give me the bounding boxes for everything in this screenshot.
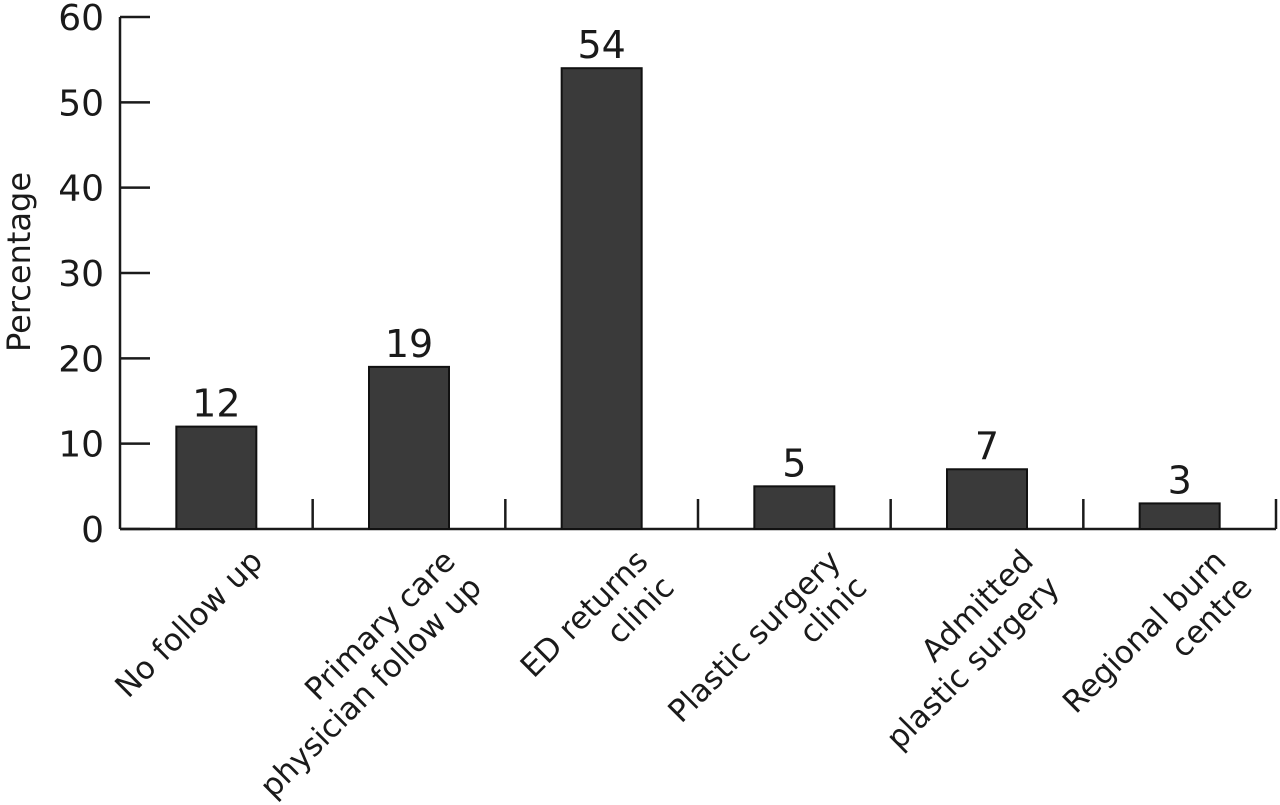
y-axis-ticks: 0 10 20 30 40 50 60 <box>58 0 150 551</box>
bars <box>175 67 1221 531</box>
y-tick-label-10: 10 <box>58 425 104 466</box>
category-label-5: Regional burncentre <box>1056 543 1259 746</box>
value-label-5: 3 <box>1168 458 1192 502</box>
y-tick-label-20: 20 <box>58 339 104 380</box>
y-tick-label-0: 0 <box>81 510 104 551</box>
value-label-4: 7 <box>975 424 999 468</box>
bar-4 <box>946 468 1028 530</box>
value-label-1: 19 <box>385 322 433 366</box>
category-label-0: No follow up <box>108 543 270 705</box>
category-label-3: Plastic surgeryclinic <box>661 543 874 756</box>
y-tick-label-60: 60 <box>58 0 104 39</box>
bar-3 <box>753 485 836 531</box>
value-label-2: 54 <box>577 23 625 67</box>
category-label-4: Admittedplastic surgery <box>853 543 1067 757</box>
category-label-2: ED returnsclinic <box>514 543 682 711</box>
y-tick-label-30: 30 <box>58 254 104 295</box>
value-label-0: 12 <box>192 382 240 426</box>
y-tick-label-40: 40 <box>58 169 104 210</box>
bar-2 <box>560 67 643 530</box>
bar-1 <box>368 365 450 530</box>
value-labels: 12 19 54 5 7 3 <box>192 23 1192 502</box>
y-tick-label-50: 50 <box>58 83 104 124</box>
category-label-line: No follow up <box>108 543 270 705</box>
category-label-line: physician follow up <box>253 569 489 805</box>
y-axis-label: Percentage <box>0 172 38 352</box>
category-labels: No follow up Primary carephysician follow… <box>108 543 1259 805</box>
category-label-1: Primary carephysician follow up <box>227 543 489 805</box>
x-axis-ticks <box>311 499 1278 529</box>
bar-0 <box>175 425 258 531</box>
value-label-3: 5 <box>782 441 806 485</box>
bar-5 <box>1138 502 1221 530</box>
